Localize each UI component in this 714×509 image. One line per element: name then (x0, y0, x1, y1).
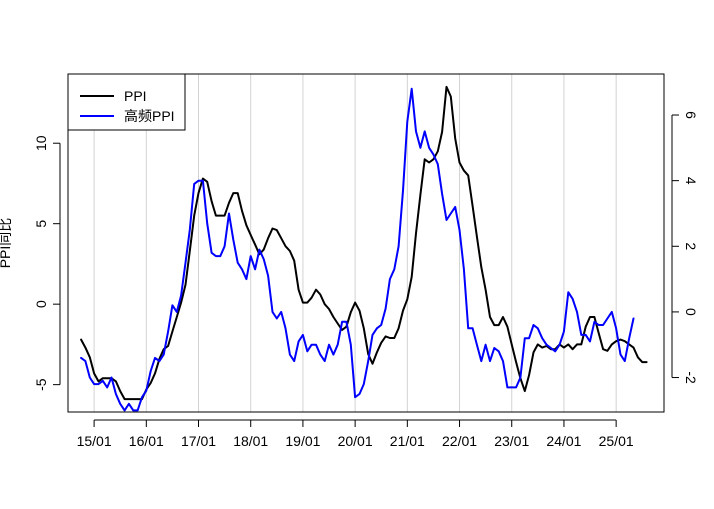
y-right-tick-label: 2 (683, 242, 699, 250)
x-tick-label: 19/01 (285, 433, 320, 449)
y-axis-left: -5 0 5 10 (33, 135, 61, 391)
x-tick-label: 17/01 (181, 433, 216, 449)
y-axis-right: -2 0 2 4 6 (671, 111, 699, 384)
x-tick-label: 18/01 (233, 433, 268, 449)
x-tick-label: 20/01 (338, 433, 373, 449)
legend-label-hf-ppi: 高频PPI (124, 108, 175, 124)
x-tick-label: 22/01 (442, 433, 477, 449)
series-line-hf-ppi (80, 87, 635, 412)
y-right-tick-label: 4 (683, 177, 699, 185)
x-tick-label: 24/01 (546, 433, 581, 449)
y-right-tick-label: 6 (683, 111, 699, 119)
x-tick-label: 16/01 (129, 433, 164, 449)
legend-box (67, 73, 186, 131)
y-right-tick-label: 0 (683, 308, 699, 316)
x-axis: 15/01 16/01 17/01 18/01 19/01 20/01 21/01 22/01… (77, 419, 634, 449)
series-line-ppi (80, 85, 648, 401)
x-tick-label: 23/01 (494, 433, 529, 449)
y-left-tick-label: 0 (33, 300, 49, 308)
plot-frame (67, 73, 665, 413)
x-tick-label: 25/01 (599, 433, 634, 449)
legend: PPI 高频PPI (67, 73, 186, 131)
series-lines (80, 85, 648, 412)
y-axis-left-title: PPI同比 (0, 218, 13, 269)
y-left-tick-label: 10 (33, 135, 49, 151)
y-right-tick-label: -2 (683, 371, 699, 384)
x-tick-label: 21/01 (390, 433, 425, 449)
y-left-tick-label: -5 (33, 378, 49, 391)
legend-label-ppi: PPI (124, 88, 147, 104)
x-tick-label: 15/01 (77, 433, 112, 449)
y-left-tick-label: 5 (33, 220, 49, 228)
